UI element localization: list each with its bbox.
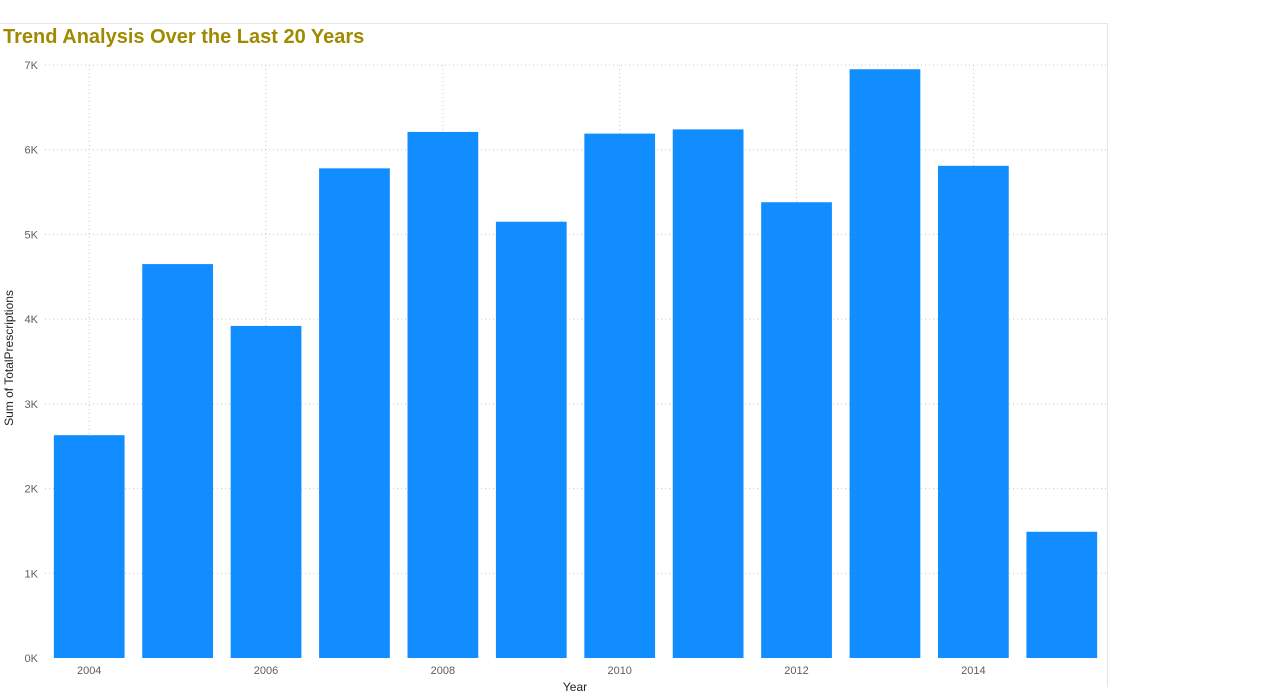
bar-2004 xyxy=(53,435,125,658)
y-tick-label: 1K xyxy=(25,568,39,580)
x-tick-label: 2006 xyxy=(254,665,278,677)
y-tick-label: 3K xyxy=(25,399,39,411)
chart-title: Trend Analysis Over the Last 20 Years xyxy=(3,26,365,48)
bar-2007 xyxy=(319,168,390,658)
y-tick-label: 6K xyxy=(25,145,39,157)
x-tick-label: 2010 xyxy=(607,665,631,677)
bar-2005 xyxy=(142,264,213,658)
chart-visual-container xyxy=(0,23,1108,687)
y-axis-ticks: 0K 1K 2K 3K 4K 5K 6K 7K xyxy=(25,60,39,665)
x-axis-ticks: 2004 2006 2008 2010 2012 2014 xyxy=(77,665,986,677)
y-tick-label: 7K xyxy=(25,60,39,72)
bar-2010 xyxy=(584,133,656,658)
y-tick-label: 0K xyxy=(25,653,39,665)
bar-2009 xyxy=(495,221,567,658)
bars xyxy=(53,69,1098,659)
bar-2015 xyxy=(1026,531,1098,658)
y-tick-label: 5K xyxy=(25,229,39,241)
bar-2012 xyxy=(761,202,832,659)
bar-2014 xyxy=(938,165,1009,658)
x-tick-label: 2008 xyxy=(431,665,455,677)
bar-2013 xyxy=(849,69,921,658)
bar-2011 xyxy=(672,129,744,658)
y-tick-label: 2K xyxy=(25,484,39,496)
bar-2006 xyxy=(230,325,302,658)
bar-2008 xyxy=(407,131,479,658)
x-tick-label: 2012 xyxy=(784,665,808,677)
x-tick-label: 2014 xyxy=(961,665,985,677)
bar-chart-plot: 0K 1K 2K 3K 4K 5K 6K 7K 2004 2006 2008 2010 2012 201… xyxy=(25,60,1106,677)
x-tick-label: 2004 xyxy=(77,665,101,677)
y-tick-label: 4K xyxy=(25,314,39,326)
